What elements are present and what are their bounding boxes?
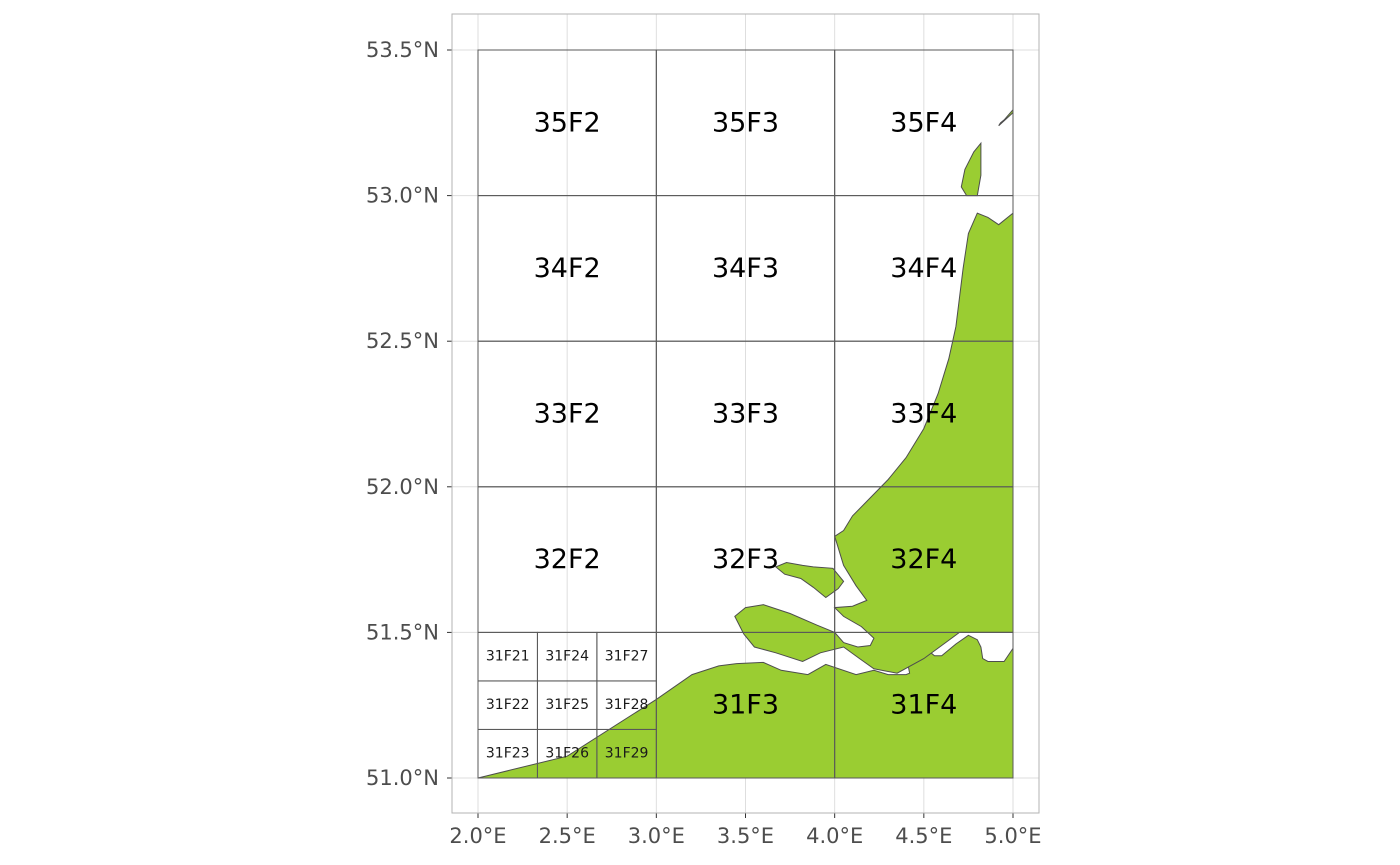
y-tick-label: 52.0°N [366,475,439,499]
subrectangle-label: 31F25 [545,697,589,713]
x-tick-label: 3.5°E [717,824,774,848]
x-tick-label: 3.0°E [628,824,685,848]
subrectangle-label: 31F21 [486,649,530,665]
x-tick-label: 2.5°E [539,824,596,848]
subrectangle-label: 31F22 [486,697,530,713]
rectangle-label: 33F4 [890,399,957,430]
rectangle-label: 35F2 [534,107,601,138]
rectangle-label: 35F3 [712,107,779,138]
land-vlieland [998,108,1014,127]
subrectangle-label: 31F29 [605,746,649,762]
y-tick-label: 53.5°N [366,38,439,62]
subrectangle-label: 31F28 [605,697,649,713]
subrectangle-label: 31F26 [545,746,589,762]
subrectangle-label: 31F27 [605,649,649,665]
rectangle-label: 33F2 [534,399,601,430]
y-tick-label: 52.5°N [366,329,439,353]
panel-border [451,13,1040,814]
rectangle-label: 34F2 [534,253,601,284]
rectangle-label: 35F4 [890,107,957,138]
land-goeree-flakkee [774,561,845,599]
rectangle-label: 31F4 [890,690,957,721]
x-tick-label: 5.0°E [984,824,1041,848]
rectangle-label: 32F4 [890,544,957,575]
rectangle-label: 33F3 [712,399,779,430]
y-tick-label: 51.0°N [366,766,439,790]
land-texel [960,141,982,197]
axes: 2.0°E 2.5°E 3.0°E 3.5°E 4.0°E 4.5°E 5.0°E 51.0°… [366,38,1042,848]
land-holland-coast [734,212,1014,674]
subrectangle-label: 31F24 [545,649,589,665]
ices-subrectangles [477,631,657,779]
x-tick-label: 4.5°E [895,824,952,848]
rectangle-label: 32F2 [534,544,601,575]
rectangle-label: 32F3 [712,544,779,575]
land-polygons [477,108,1014,779]
rectangle-label: 34F3 [712,253,779,284]
x-tick-label: 2.0°E [449,824,506,848]
rectangle-label: 31F3 [712,690,779,721]
ices-rectangle [834,631,1014,779]
ices-subrectangle [596,728,657,779]
y-tick-label: 51.5°N [366,620,439,644]
rectangle-label: 34F4 [890,253,957,284]
ices-rectangles [477,49,1014,779]
rectangle-labels: 35F2 35F3 35F4 34F2 34F3 34F4 33F2 33F3 33F4 32F2… [486,107,957,761]
y-tick-label: 53.0°N [366,184,439,208]
subrectangle-label: 31F23 [486,746,530,762]
x-tick-label: 4.0°E [806,824,863,848]
